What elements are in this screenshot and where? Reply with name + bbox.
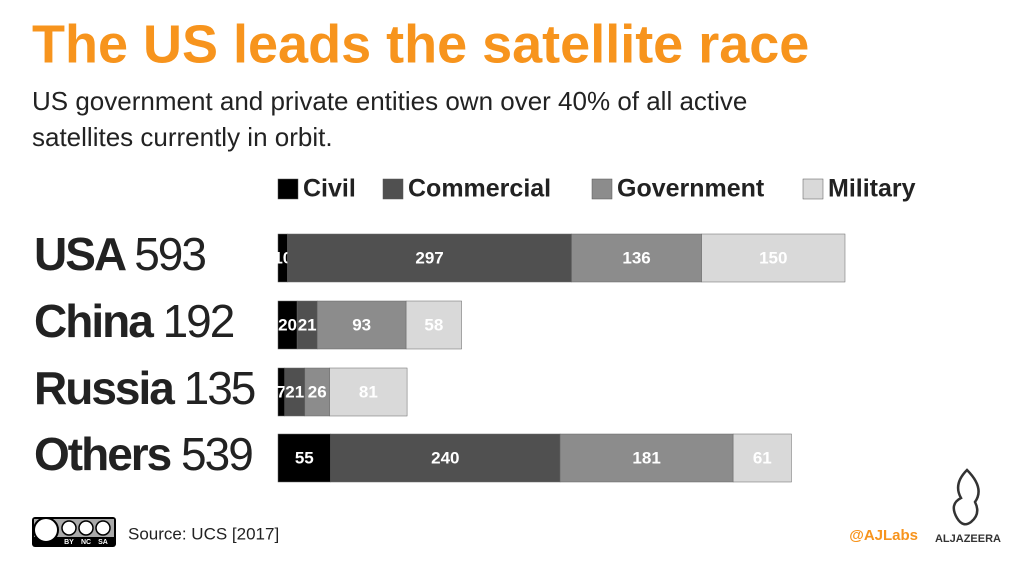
category-label: China 192	[34, 295, 234, 347]
category-name: Others	[34, 428, 171, 480]
chart-title: The US leads the satellite race	[32, 14, 809, 74]
license-label: NC	[81, 539, 91, 546]
bar-segment	[277, 433, 331, 483]
logo-mark	[952, 468, 980, 526]
value-label: 21	[298, 315, 317, 334]
bar-segment	[316, 300, 407, 350]
bar-segment	[304, 367, 330, 417]
legend-swatch	[591, 178, 613, 200]
bar-segment	[405, 300, 462, 350]
subtitle: US government and private entities own o…	[32, 86, 747, 116]
value-label: 93	[352, 315, 371, 334]
category-label: Others 539	[34, 428, 252, 480]
source: Source: UCS [2017]	[128, 524, 279, 543]
category-name: Russia	[34, 362, 175, 414]
legend-swatch	[277, 178, 299, 200]
value-label: 150	[759, 248, 787, 267]
logo: ALJAZEERA	[935, 468, 1001, 545]
category-name: USA	[34, 228, 126, 280]
bar-segment	[329, 367, 408, 417]
category-total: 593	[134, 228, 205, 280]
value-label: 58	[424, 315, 443, 334]
value-label: 136	[622, 248, 650, 267]
value-label: 81	[359, 382, 378, 401]
value-label: 20	[278, 315, 297, 334]
license-label: SA	[98, 539, 108, 546]
category-total: 539	[181, 428, 252, 480]
category-total: 135	[184, 362, 255, 414]
value-label: 181	[632, 448, 660, 467]
category-name: China	[34, 295, 154, 347]
bar-segment	[571, 233, 702, 283]
category-label: USA 593	[34, 228, 205, 280]
logo-text: ALJAZEERA	[935, 533, 1001, 545]
legend-label: Military	[828, 175, 916, 203]
value-label: 7	[277, 382, 286, 401]
bar-segment	[701, 233, 846, 283]
legend-label: Commercial	[408, 175, 551, 203]
value-label: 297	[415, 248, 443, 267]
category-label: Russia 135	[34, 362, 255, 414]
legend-swatch	[802, 178, 824, 200]
cc-icon	[33, 517, 59, 543]
license-label: BY	[64, 539, 74, 546]
value-label: 26	[308, 382, 327, 401]
legend-swatch	[382, 178, 404, 200]
subtitle: satellites currently in orbit.	[32, 122, 333, 152]
value-label: 240	[431, 448, 459, 467]
credit: @AJLabs	[849, 527, 918, 544]
value-label: 61	[753, 448, 772, 467]
cc-badge: BY NC SA	[32, 517, 116, 547]
bar-segment	[330, 433, 561, 483]
legend-label: Government	[617, 175, 765, 203]
legend-label: Civil	[303, 175, 356, 203]
nc-icon	[78, 520, 94, 536]
value-label: 55	[295, 448, 314, 467]
by-icon	[61, 520, 77, 536]
category-total: 192	[163, 295, 234, 347]
sa-icon	[95, 520, 111, 536]
bar-segment	[732, 433, 792, 483]
value-label: 21	[285, 382, 304, 401]
